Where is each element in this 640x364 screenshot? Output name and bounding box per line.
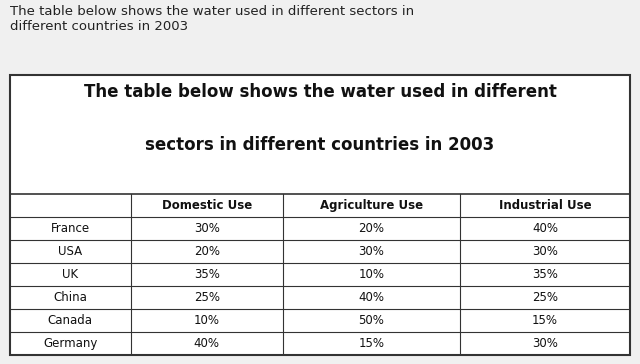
Text: 25%: 25% (532, 291, 558, 304)
Text: 40%: 40% (194, 337, 220, 350)
Text: Canada: Canada (47, 314, 93, 327)
Text: 10%: 10% (194, 314, 220, 327)
Text: 30%: 30% (358, 245, 384, 258)
Text: 15%: 15% (532, 314, 558, 327)
Text: Industrial Use: Industrial Use (499, 199, 591, 212)
Text: different countries in 2003: different countries in 2003 (10, 20, 188, 33)
Text: 30%: 30% (532, 245, 558, 258)
Text: 35%: 35% (532, 268, 558, 281)
Text: 20%: 20% (194, 245, 220, 258)
Text: 25%: 25% (194, 291, 220, 304)
Text: 50%: 50% (358, 314, 384, 327)
Text: The table below shows the water used in different sectors in: The table below shows the water used in … (10, 5, 413, 19)
Text: China: China (53, 291, 87, 304)
Text: UK: UK (62, 268, 78, 281)
Text: Agriculture Use: Agriculture Use (319, 199, 423, 212)
Text: 40%: 40% (532, 222, 558, 235)
Text: 15%: 15% (358, 337, 384, 350)
Text: USA: USA (58, 245, 82, 258)
Text: 35%: 35% (194, 268, 220, 281)
Text: The table below shows the water used in different: The table below shows the water used in … (84, 83, 556, 101)
Text: sectors in different countries in 2003: sectors in different countries in 2003 (145, 136, 495, 154)
Text: 10%: 10% (358, 268, 384, 281)
Text: 30%: 30% (532, 337, 558, 350)
Text: Domestic Use: Domestic Use (161, 199, 252, 212)
Text: 20%: 20% (358, 222, 384, 235)
Text: 30%: 30% (194, 222, 220, 235)
Text: Germany: Germany (43, 337, 97, 350)
Text: France: France (51, 222, 90, 235)
Text: 40%: 40% (358, 291, 384, 304)
